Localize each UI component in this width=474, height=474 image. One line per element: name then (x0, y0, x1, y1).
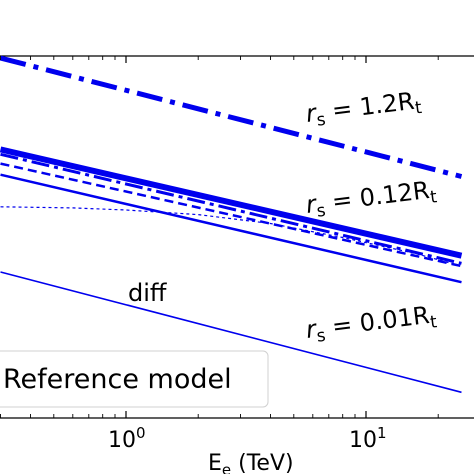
annotation-diff: diff (128, 279, 167, 307)
series-line-3 (0, 162, 462, 268)
series-line-5 (0, 206, 462, 267)
legend: Reference model (0, 350, 269, 408)
annotation-rs-0.01: rs = 0.01Rt (304, 300, 438, 348)
x-tick-label-0: 100 (108, 424, 146, 453)
series-line-2 (0, 152, 462, 265)
svg-text:Ee (TeV): Ee (TeV) (208, 451, 294, 474)
svg-text:101: 101 (349, 424, 387, 453)
svg-text:diff: diff (128, 279, 167, 307)
legend-entry: Reference model (3, 364, 232, 395)
series-line-0 (0, 55, 463, 179)
series-line-4 (0, 173, 462, 284)
svg-text:100: 100 (108, 424, 146, 453)
svg-text:rs = 0.12Rt: rs = 0.12Rt (304, 175, 438, 223)
series-line-6 (0, 271, 462, 394)
tick-layer (0, 56, 439, 418)
series-layer (0, 55, 463, 394)
svg-text:rs = 0.01Rt: rs = 0.01Rt (304, 300, 438, 348)
svg-text:rs = 1.2Rt: rs = 1.2Rt (304, 86, 423, 132)
legend-box (0, 350, 269, 408)
annotation-rs-1.2: rs = 1.2Rt (304, 86, 423, 132)
series-line-1 (0, 146, 463, 259)
annotation-rs-0.12: rs = 0.12Rt (304, 175, 438, 223)
x-tick-label-1: 101 (349, 424, 387, 453)
x-axis-label: Ee (TeV) (208, 451, 294, 474)
